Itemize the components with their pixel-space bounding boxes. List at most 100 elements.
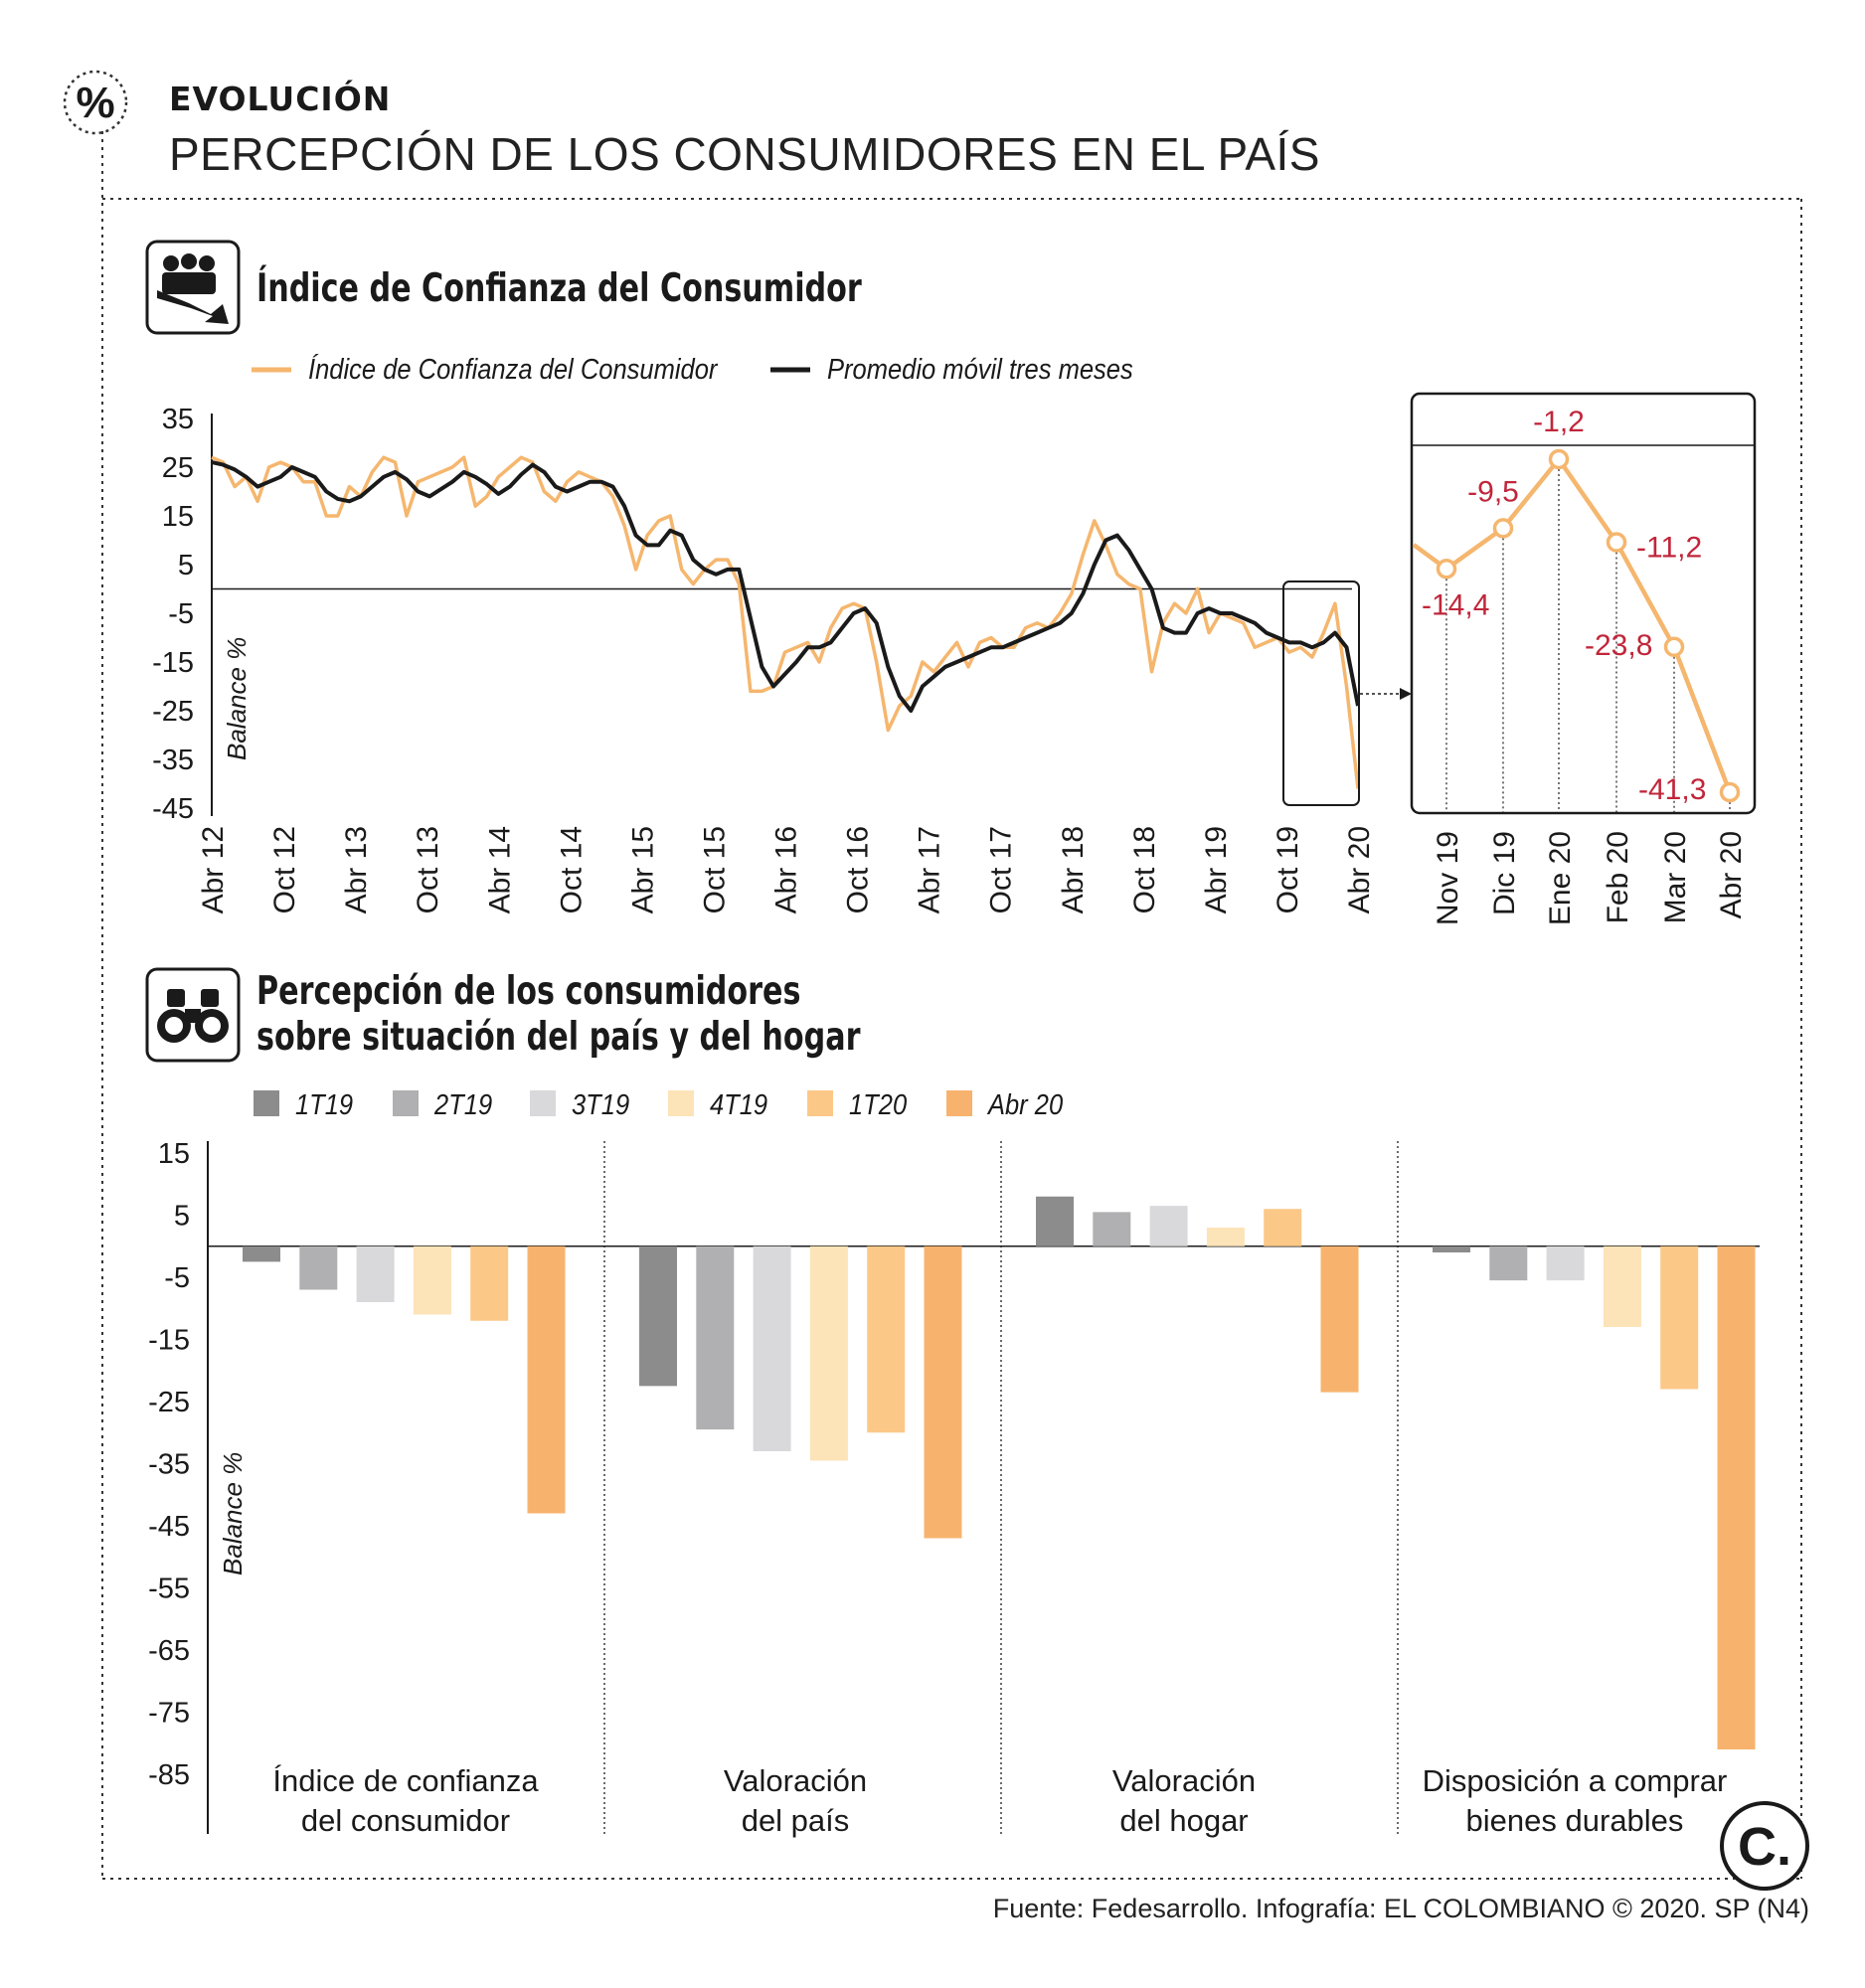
bar: [1036, 1196, 1074, 1246]
bar: [1320, 1245, 1359, 1393]
bar: [1206, 1228, 1245, 1246]
zoom-data-label: -14,4: [1422, 588, 1489, 621]
bar: [1546, 1245, 1585, 1281]
perception-bar-chart: 15 5 -5 -15 -25 -35 -45 -55 -65 -75 -85 Balance % Ín…: [148, 1138, 1760, 1838]
y-tick-label: 15: [162, 501, 194, 533]
bar: [867, 1245, 906, 1433]
bar-y-axis-label: Balance %: [218, 1452, 248, 1575]
bar-y-tick-label: -5: [164, 1262, 190, 1294]
bar-y-tick-label: -75: [148, 1698, 190, 1730]
x-tick-label: Oct 19: [1272, 826, 1304, 913]
x-tick-label: Abr 13: [340, 826, 373, 913]
bar-legend-label: 2T19: [433, 1087, 492, 1120]
bar-y-tick-label: 5: [174, 1201, 190, 1233]
bar-y-tick-label: -25: [148, 1387, 190, 1418]
x-tick-label: Abr 18: [1057, 826, 1090, 913]
zoom-x-tick-label: Mar 20: [1659, 831, 1692, 923]
category-label: Valoración: [724, 1763, 867, 1798]
section2-title-line2: sobre situación del país y del hogar: [256, 1015, 861, 1060]
bar: [753, 1245, 791, 1451]
bar: [243, 1245, 280, 1262]
x-tick-label: Abr 20: [1343, 826, 1376, 913]
bar-legend-swatch: [668, 1090, 694, 1116]
bar: [1603, 1245, 1641, 1327]
icc-zoom-chart: -14,4 -9,5 -1,2 -11,2 -23,8 -41,3 Nov 19 Dic 19…: [1410, 392, 1757, 925]
zoom-data-label: -9,5: [1467, 475, 1519, 508]
bar: [1433, 1245, 1470, 1252]
bar-y-tick-label: -55: [148, 1574, 190, 1605]
bar-legend: 1T19 2T19 3T19 4T19 1T20 Abr 20: [254, 1087, 1063, 1120]
section2-title-line1: Percepción de los consumidores: [256, 969, 801, 1014]
bar-legend-swatch: [393, 1090, 419, 1116]
percent-icon: %: [63, 70, 128, 135]
x-tick-label: Abr 12: [197, 826, 230, 913]
zoom-x-tick-label: Ene 20: [1544, 831, 1577, 925]
y-tick-label: -15: [152, 647, 194, 679]
category-label: Valoración: [1112, 1763, 1256, 1798]
bar: [1149, 1206, 1188, 1246]
bar: [1093, 1212, 1131, 1246]
category-label: bienes durables: [1466, 1803, 1684, 1838]
x-tick-label: Oct 12: [268, 826, 301, 913]
zoom-data-label: -1,2: [1533, 406, 1585, 438]
bar-legend-swatch: [807, 1090, 833, 1116]
bar: [696, 1245, 735, 1430]
bar-y-tick-label: -35: [148, 1449, 190, 1481]
zoom-x-tick-label: Feb 20: [1602, 831, 1634, 923]
source-footer: Fuente: Fedesarrollo. Infografía: EL COL…: [992, 1894, 1809, 1923]
bar-y-tick-label: -45: [148, 1511, 190, 1543]
y-tick-label: 25: [162, 452, 194, 484]
bar: [924, 1245, 962, 1539]
zoom-x-tick-label: Nov 19: [1432, 831, 1464, 925]
page-title: PERCEPCIÓN DE LOS CONSUMIDORES EN EL PAÍ…: [169, 128, 1320, 180]
y-axis-label: Balance %: [222, 637, 252, 760]
zoom-point: [1606, 532, 1627, 553]
x-tick-label: Abr 16: [770, 826, 803, 913]
x-tick-label: Abr 19: [1200, 826, 1233, 913]
bar: [1489, 1245, 1528, 1281]
y-tick-label: -25: [152, 696, 194, 728]
moving-average-line: [211, 460, 1360, 713]
category-label: del país: [742, 1803, 850, 1838]
zoom-point: [1548, 448, 1570, 470]
bar-y-tick-label: 15: [158, 1138, 190, 1170]
zoom-point: [1492, 518, 1514, 539]
x-tick-label: Oct 15: [698, 826, 731, 913]
x-tick-label: Abr 14: [483, 826, 516, 913]
section1-title: Índice de Confianza del Consumidor: [256, 266, 862, 311]
bar-y-tick-label: -15: [148, 1325, 190, 1357]
x-tick-label: Oct 16: [842, 826, 875, 913]
bar-legend-swatch: [946, 1090, 972, 1116]
legend-label-promedio: Promedio móvil tres meses: [827, 354, 1133, 386]
zoom-data-label: -11,2: [1636, 532, 1702, 565]
bar: [527, 1245, 566, 1514]
category-label: Disposición a comprar: [1423, 1763, 1728, 1798]
y-tick-label: -5: [168, 598, 194, 630]
zoom-highlight-box: [1282, 580, 1360, 806]
legend-label-icc: Índice de Confianza del Consumidor: [308, 354, 718, 386]
y-tick-label: 35: [162, 404, 194, 435]
bar-legend-swatch: [530, 1090, 556, 1116]
el-colombiano-logo: C.: [1720, 1801, 1809, 1891]
x-tick-label: Abr 17: [914, 826, 946, 913]
bar-legend-label: 4T19: [710, 1087, 767, 1120]
bar-y-tick-label: -65: [148, 1635, 190, 1667]
zoom-x-tick-label: Abr 20: [1715, 831, 1748, 918]
x-tick-label: Abr 15: [626, 826, 659, 913]
x-tick-label: Oct 18: [1128, 826, 1161, 913]
zoom-data-label: -41,3: [1638, 773, 1706, 806]
category-label: del hogar: [1119, 1803, 1248, 1838]
bar: [809, 1245, 848, 1461]
zoom-x-tick-label: Dic 19: [1488, 831, 1521, 915]
dotted-frame: [101, 131, 1802, 1880]
category-label: del consumidor: [301, 1803, 510, 1838]
kicker: EVOLUCIÓN: [169, 80, 392, 118]
y-tick-label: 5: [178, 550, 194, 581]
bar: [1264, 1209, 1302, 1246]
category-label: Índice de confianza: [272, 1763, 539, 1798]
zoom-point: [1663, 636, 1685, 658]
bar-legend-label: 1T20: [849, 1087, 907, 1120]
zoom-data-label: -23,8: [1585, 629, 1652, 662]
